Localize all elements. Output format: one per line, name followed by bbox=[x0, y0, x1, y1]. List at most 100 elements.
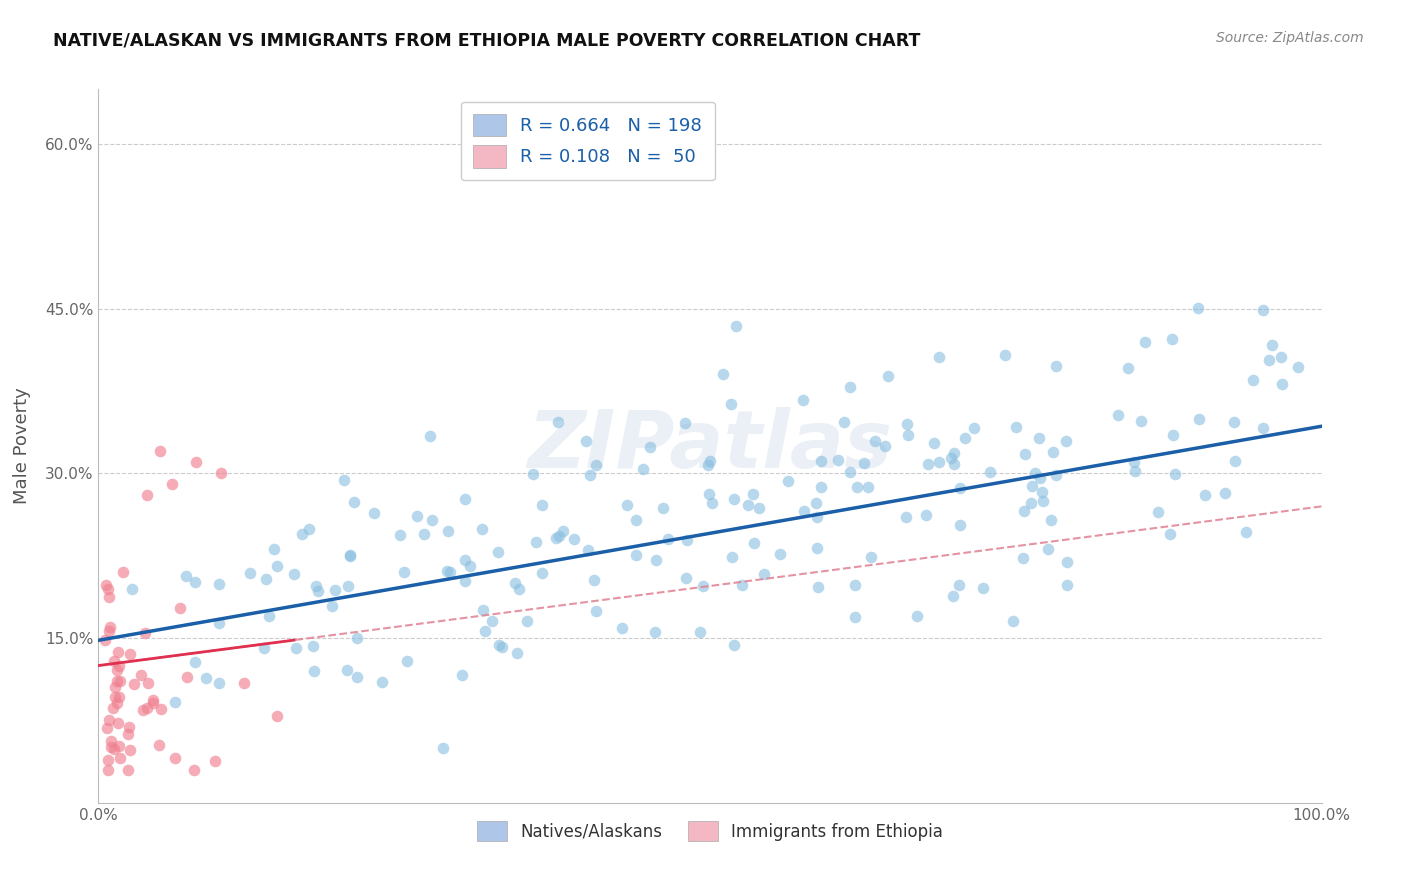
Point bbox=[905, 608, 928, 623]
Point bbox=[419, 429, 441, 443]
Point bbox=[285, 641, 308, 656]
Point bbox=[564, 532, 586, 546]
Point bbox=[301, 639, 323, 653]
Point bbox=[481, 614, 503, 628]
Point bbox=[832, 415, 855, 429]
Point bbox=[232, 676, 254, 690]
Point bbox=[778, 474, 800, 488]
Point bbox=[333, 473, 356, 487]
Point bbox=[544, 531, 567, 545]
Point bbox=[1028, 471, 1050, 485]
Point bbox=[103, 654, 125, 668]
Point bbox=[117, 763, 139, 777]
Point bbox=[136, 488, 159, 502]
Point bbox=[516, 614, 538, 628]
Point bbox=[406, 508, 429, 523]
Point bbox=[337, 579, 360, 593]
Point bbox=[928, 350, 950, 364]
Text: NATIVE/ALASKAN VS IMMIGRANTS FROM ETHIOPIA MALE POVERTY CORRELATION CHART: NATIVE/ALASKAN VS IMMIGRANTS FROM ETHIOP… bbox=[53, 31, 921, 49]
Point bbox=[949, 481, 972, 495]
Point bbox=[97, 763, 120, 777]
Point bbox=[1056, 555, 1078, 569]
Point bbox=[371, 675, 394, 690]
Point bbox=[101, 701, 124, 715]
Point bbox=[1021, 479, 1043, 493]
Point bbox=[142, 696, 165, 710]
Point bbox=[291, 527, 314, 541]
Point bbox=[575, 434, 598, 449]
Point bbox=[254, 572, 277, 586]
Point bbox=[453, 491, 475, 506]
Point bbox=[942, 589, 965, 603]
Point bbox=[626, 548, 648, 562]
Point bbox=[844, 610, 866, 624]
Point bbox=[491, 640, 513, 655]
Point bbox=[922, 436, 945, 450]
Point bbox=[454, 552, 477, 566]
Point bbox=[1188, 412, 1211, 426]
Point bbox=[486, 545, 509, 559]
Point bbox=[1024, 467, 1046, 481]
Point bbox=[827, 452, 849, 467]
Point bbox=[994, 348, 1017, 362]
Point bbox=[697, 486, 720, 500]
Point bbox=[110, 674, 132, 689]
Point bbox=[412, 526, 434, 541]
Point bbox=[1161, 332, 1184, 346]
Point bbox=[720, 549, 742, 564]
Point bbox=[1213, 486, 1236, 500]
Point bbox=[136, 676, 159, 690]
Point bbox=[97, 753, 120, 767]
Point bbox=[579, 468, 602, 483]
Point bbox=[208, 615, 231, 630]
Point bbox=[346, 670, 368, 684]
Point bbox=[1234, 524, 1257, 539]
Point bbox=[810, 454, 832, 468]
Point bbox=[183, 763, 205, 777]
Point bbox=[699, 454, 721, 468]
Point bbox=[806, 496, 828, 510]
Point bbox=[1251, 420, 1274, 434]
Point bbox=[503, 575, 526, 590]
Point bbox=[120, 743, 142, 757]
Point bbox=[1032, 494, 1054, 508]
Point bbox=[942, 446, 965, 460]
Point bbox=[792, 392, 814, 407]
Point bbox=[531, 566, 554, 581]
Point bbox=[96, 722, 118, 736]
Point bbox=[508, 582, 530, 596]
Point bbox=[972, 582, 994, 596]
Point bbox=[1031, 484, 1053, 499]
Point bbox=[1129, 414, 1152, 428]
Point bbox=[873, 439, 896, 453]
Point bbox=[943, 457, 966, 471]
Point bbox=[1163, 428, 1185, 442]
Point bbox=[148, 738, 170, 752]
Point bbox=[859, 550, 882, 565]
Point bbox=[845, 480, 868, 494]
Point bbox=[547, 529, 569, 543]
Point bbox=[856, 480, 879, 494]
Point bbox=[121, 582, 143, 597]
Point bbox=[1012, 504, 1035, 518]
Point bbox=[1116, 361, 1139, 376]
Point bbox=[1159, 526, 1181, 541]
Point bbox=[1054, 434, 1077, 448]
Point bbox=[396, 655, 419, 669]
Point bbox=[1223, 454, 1246, 468]
Point bbox=[176, 670, 198, 684]
Point bbox=[253, 641, 276, 656]
Point bbox=[103, 741, 125, 756]
Point bbox=[522, 467, 544, 481]
Point bbox=[673, 417, 696, 431]
Point bbox=[1039, 513, 1062, 527]
Point bbox=[1163, 467, 1185, 482]
Point bbox=[304, 665, 326, 679]
Point bbox=[471, 522, 494, 536]
Point bbox=[93, 633, 115, 648]
Point bbox=[1014, 447, 1036, 461]
Point bbox=[844, 578, 866, 592]
Point bbox=[689, 625, 711, 640]
Point bbox=[742, 536, 765, 550]
Point bbox=[184, 656, 207, 670]
